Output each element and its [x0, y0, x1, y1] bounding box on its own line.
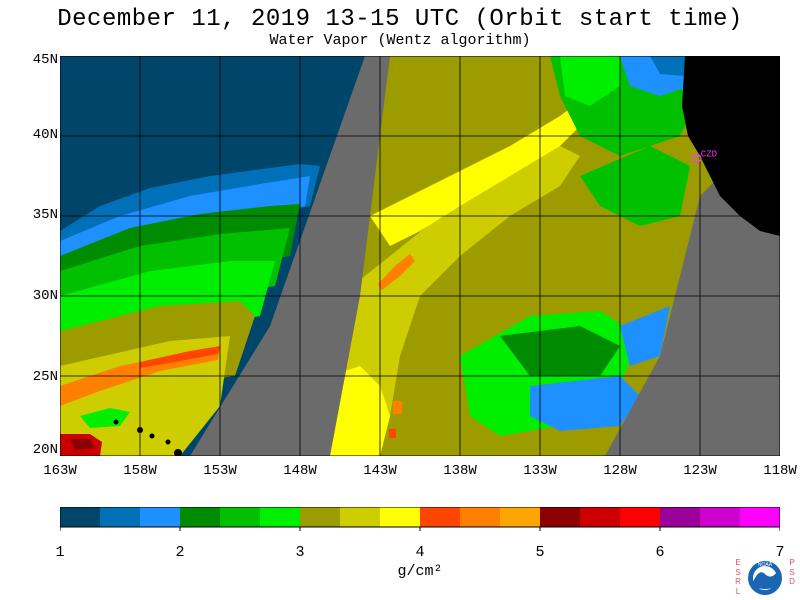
nodata-gap-middle — [300, 56, 390, 456]
map-subtitle: Water Vapor (Wentz algorithm) — [269, 32, 531, 49]
colorbar-swatch — [500, 507, 541, 527]
nodata-gap-east — [605, 176, 780, 456]
wv-band-darkred-west — [70, 439, 95, 450]
colorbar-tick-label: 2 — [175, 544, 185, 561]
colorbar-swatch — [220, 507, 261, 527]
lat-label-20n: 20N — [32, 442, 58, 458]
wv-band-orange-spot1 — [393, 401, 402, 414]
colorbar — [60, 507, 780, 531]
colorbar-swatch — [60, 507, 101, 527]
colorbar-swatch — [740, 507, 780, 527]
colorbar-swatch — [100, 507, 141, 527]
colorbar-units: g/cm² — [397, 563, 443, 580]
noaa-emblem: NOAA — [748, 561, 782, 595]
colorbar-swatch — [380, 507, 421, 527]
colorbar-swatch — [460, 507, 501, 527]
wv-band-darkgreen-southeast — [500, 326, 620, 376]
lon-label-163w: 163W — [43, 463, 77, 479]
wv-band-lightgreen-northeast — [560, 56, 620, 106]
lat-label-45n: 45N — [32, 52, 58, 68]
wv-band-yellow-central — [370, 101, 590, 246]
hawaiian-islands — [113, 419, 182, 456]
lon-label-153w: 153W — [203, 463, 237, 479]
colorbar-swatch — [580, 507, 621, 527]
water-vapor-map: CZD — [60, 56, 780, 456]
noaa-emblem-wave — [753, 572, 777, 589]
lat-label-35n: 35N — [32, 207, 58, 223]
colorbar-swatch — [180, 507, 221, 527]
colorbar-swatch — [700, 507, 741, 527]
wv-band-yellow-south — [330, 366, 390, 456]
lon-label-138w: 138W — [443, 463, 477, 479]
wv-band-orange-spot2 — [389, 429, 396, 438]
wv-band-green-coast — [580, 146, 690, 226]
noaa-emblem-text: NOAA — [758, 562, 773, 568]
lon-label-133w: 133W — [523, 463, 557, 479]
station-label: CZD — [701, 149, 717, 159]
lon-label-143w: 143W — [363, 463, 397, 479]
colorbar-swatch — [140, 507, 181, 527]
wv-band-orangered-west — [140, 346, 220, 368]
colorbar-swatches — [60, 507, 780, 527]
graticule — [60, 56, 780, 456]
lat-label-25n: 25N — [32, 369, 58, 385]
land-california — [682, 56, 780, 236]
colorbar-tick-label: 4 — [415, 544, 425, 561]
wv-band-orange-central — [378, 254, 415, 290]
logo-letter: E — [735, 558, 741, 567]
lon-label-158w: 158W — [123, 463, 157, 479]
colorbar-swatch — [300, 507, 341, 527]
colorbar-swatch — [340, 507, 381, 527]
colorbar-swatch — [620, 507, 661, 527]
wv-band-lightblue-southeast — [530, 376, 640, 431]
lon-label-123w: 123W — [683, 463, 717, 479]
logo-letter: R — [735, 577, 741, 586]
lat-label-30n: 30N — [32, 288, 58, 304]
lon-label-128w: 128W — [603, 463, 637, 479]
logo-letter: S — [789, 567, 795, 577]
logo-letter: L — [735, 586, 741, 596]
colorbar-swatch — [420, 507, 461, 527]
colorbar-tick-label: 1 — [55, 544, 65, 561]
lon-label-118w: 118W — [763, 463, 797, 479]
logo-letter: D — [789, 577, 795, 586]
wv-band-yellowgreen-central — [330, 146, 580, 456]
colorbar-tick-label: 3 — [295, 544, 305, 561]
colorbar-tick-label: 7 — [775, 544, 785, 561]
colorbar-swatch — [660, 507, 701, 527]
lon-label-148w: 148W — [283, 463, 317, 479]
colorbar-tick-label: 5 — [535, 544, 545, 561]
colorbar-tick-label: 6 — [655, 544, 665, 561]
station-dot — [692, 153, 702, 164]
colorbar-swatch — [260, 507, 301, 527]
nodata-gap-west — [190, 56, 380, 456]
map-title: December 11, 2019 13-15 UTC (Orbit start… — [57, 6, 743, 33]
station-marker: CZD — [692, 149, 717, 164]
colorbar-swatch — [540, 507, 581, 527]
colorbar-ticks — [60, 527, 780, 531]
logo-letter: P — [789, 558, 795, 567]
wv-band-blue-southeast2 — [620, 306, 670, 366]
lat-label-40n: 40N — [32, 127, 58, 143]
logo-letter: S — [735, 567, 741, 577]
wv-band-darkblue-northeast — [650, 56, 690, 76]
